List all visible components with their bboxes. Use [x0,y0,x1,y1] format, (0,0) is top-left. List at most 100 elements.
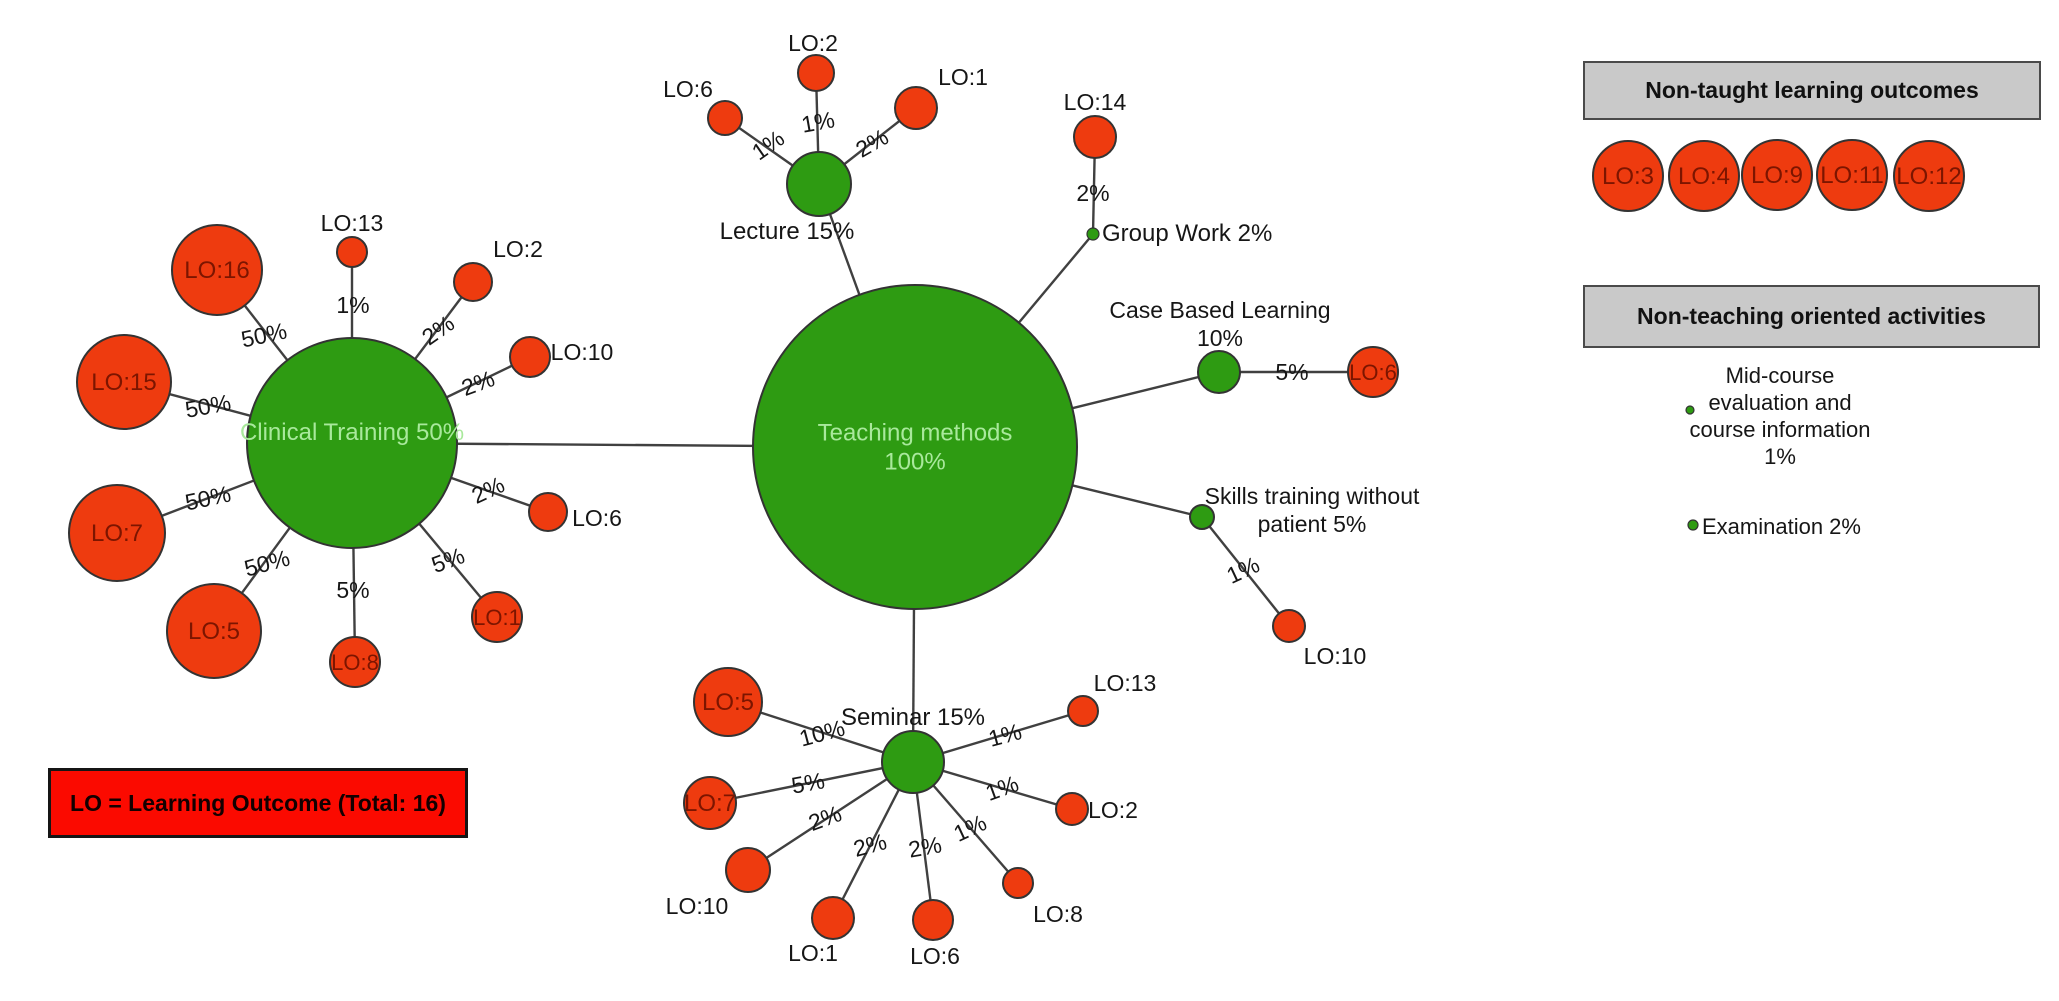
node-label-lo6l: LO:6 [663,76,713,102]
node-cbl [1197,350,1241,394]
non-teaching-activities-header: Non-teaching oriented activities [1583,285,2040,348]
node-lo12n [1893,140,1965,212]
edge-label-seminar-lo6s: 2% [906,831,943,862]
node-midcourse_dot [1685,405,1695,415]
non-taught-outcomes-title: Non-taught learning outcomes [1645,77,1979,103]
node-lo6c [528,492,568,532]
node-lo7s [683,776,737,830]
node-lo10sk [1272,609,1306,643]
edge-label-clinical-lo8c: 5% [336,577,369,603]
node-label-lo9n: LO:9 [1751,162,1803,189]
node-lo13c [336,236,368,268]
node-lo5c [166,583,262,679]
node-label-lo13s: LO:13 [1094,670,1157,696]
node-lo14 [1073,115,1117,159]
node-label-lo5c: LO:5 [188,618,240,645]
edge-label-seminar-lo2s: 1% [982,770,1022,806]
node-lo11n [1816,139,1888,211]
node-lo6s [912,899,954,941]
edge-label-clinical-lo15c: 50% [183,389,233,423]
node-label-lo8c: LO:8 [331,650,379,675]
node-label-lo10s: LO:10 [666,893,729,919]
node-label-lo10c: LO:10 [551,339,614,365]
node-label-cbl: Case Based Learning 10% [1109,297,1330,351]
node-label-lo11n: LO:11 [1820,162,1884,189]
edge-seminar-lo10s [747,760,914,872]
non-teaching-activities-title: Non-teaching oriented activities [1637,303,1986,329]
edge-label-skills-lo10sk: 1% [1222,551,1263,589]
edge-label-clinical-lo7c: 50% [183,480,233,515]
node-exam_dot [1687,519,1699,531]
edge-label-seminar-lo8s: 1% [949,809,990,847]
node-label-lo15c: LO:15 [91,369,156,396]
node-lo1s [811,896,855,940]
edge-seminar-lo7s [709,760,914,805]
node-label-clinical: Clinical Training 50% [240,419,464,446]
node-label-lo1s: LO:1 [788,940,838,966]
node-lo4n [1668,140,1740,212]
node-label-lo8s: LO:8 [1033,901,1083,927]
node-lecture [786,151,852,217]
edge-label-clinical-lo6c: 2% [467,471,508,509]
node-label-lo13c: LO:13 [321,210,384,236]
edge-label-clinical-lo16c: 50% [239,317,289,352]
node-label-lo14: LO:14 [1064,89,1127,115]
edge-label-seminar-lo7s: 5% [789,767,826,798]
edge-label-seminar-lo1s: 2% [851,828,890,862]
edge-label-seminar-lo5s: 10% [796,714,847,751]
node-label-seminar: Seminar 15% [841,704,985,731]
node-label-lo3n: LO:3 [1602,163,1654,190]
node-label-lecture: Lecture 15% [720,218,855,245]
midcourse-evaluation-label: Mid-course evaluation and course informa… [1689,363,1871,469]
node-lo10s [725,847,771,893]
edge-label-lecture-lo1l: 2% [851,123,893,162]
node-label-lo1c: LO:1 [473,605,521,630]
node-label-lo2l: LO:2 [788,30,838,56]
node-lo6l [707,100,743,136]
node-label-lo1l: LO:1 [938,64,988,90]
edge-label-seminar-lo13s: 1% [986,718,1025,752]
node-clinical [246,337,458,549]
node-label-lo2c: LO:2 [493,236,543,262]
node-lo2s [1055,792,1089,826]
node-label-lo10sk: LO:10 [1304,643,1367,669]
node-lo9n [1741,139,1813,211]
edge-label-seminar-lo10s: 2% [805,800,845,836]
node-skills [1189,504,1215,530]
node-lo10c [509,336,551,378]
edge-label-lecture-lo2l: 1% [799,106,836,137]
node-lo1l [894,86,938,130]
edge-label-clinical-lo1c: 5% [428,542,468,578]
node-lo13s [1067,695,1099,727]
edge-label-clinical-lo2c: 2% [417,310,459,350]
examination-label: Examination 2% [1702,514,1861,539]
node-label-lo12n: LO:12 [1896,163,1961,190]
node-lo2l [797,54,835,92]
node-label-lo6cb: LO:6 [1349,360,1397,385]
node-label-teaching: Teaching methods 100% [818,419,1013,475]
node-label-skills: Skills training without patient 5% [1205,483,1420,537]
edge-skills-lo10sk [1201,516,1290,627]
node-lo16c [171,224,263,316]
node-lo8c [329,636,381,688]
node-lo8s [1002,867,1034,899]
node-label-lo4n: LO:4 [1678,163,1730,190]
node-label-lo7s: LO:7 [684,790,736,817]
edge-label-clinical-lo13c: 1% [336,292,369,318]
node-label-lo6s: LO:6 [910,943,960,969]
node-groupwork [1086,227,1100,241]
edge-label-cbl-lo6cb: 5% [1275,359,1308,385]
node-label-lo5s: LO:5 [702,689,754,716]
node-lo5s [693,667,763,737]
edge-label-groupwork-lo14: 2% [1076,180,1109,206]
node-label-lo16c: LO:16 [184,257,249,284]
edge-label-clinical-lo10c: 2% [458,365,498,401]
edge-label-clinical-lo5c: 50% [241,544,292,581]
node-lo6cb [1347,346,1399,398]
node-lo2c [453,262,493,302]
node-lo15c [76,334,172,430]
node-label-groupwork: Group Work 2% [1102,220,1272,247]
node-label-lo7c: LO:7 [91,520,143,547]
